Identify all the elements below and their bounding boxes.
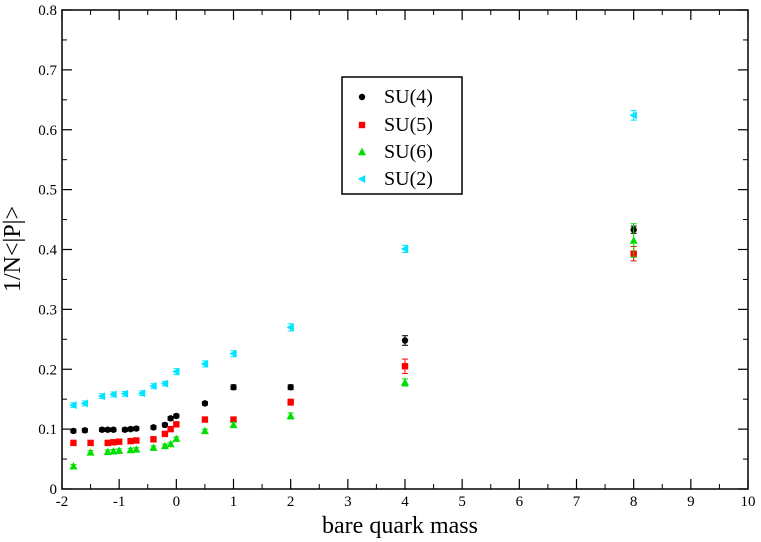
data-point-su2 <box>149 382 157 391</box>
x-axis-title: bare quark mass <box>322 513 478 539</box>
y-axis-title: 1/N<|P|> <box>0 206 26 292</box>
data-point-su5 <box>201 416 209 423</box>
data-point-su4 <box>161 421 169 429</box>
data-point-su6 <box>109 447 118 455</box>
data-point-su5 <box>87 439 94 447</box>
y-tick-label: 0.7 <box>38 63 57 79</box>
y-tick-label: 0.5 <box>38 183 57 199</box>
data-point-su4 <box>133 425 140 432</box>
y-tick-label: 0.6 <box>38 123 57 139</box>
plot-area-frame <box>61 9 749 490</box>
data-point-su4 <box>81 427 89 434</box>
data-point-su4 <box>201 400 209 407</box>
legend-label-su4: SU(4) <box>384 86 433 108</box>
legend-label-su5: SU(5) <box>384 114 433 136</box>
data-point-su2 <box>69 401 77 410</box>
data-point-su4 <box>127 425 134 433</box>
x-tick-label: 7 <box>573 494 581 510</box>
x-tick-label: 4 <box>401 494 409 510</box>
data-point-su5 <box>230 416 237 423</box>
legend-marker-su6 <box>358 147 366 156</box>
data-point-su4 <box>98 426 106 433</box>
data-point-su2 <box>629 111 637 120</box>
data-point-su4 <box>287 384 294 391</box>
data-point-su6 <box>86 448 95 456</box>
data-point-su6 <box>103 447 112 456</box>
legend-label-su6: SU(6) <box>384 141 433 163</box>
data-point-su5 <box>401 363 409 370</box>
legend-label-su2: SU(2) <box>384 168 433 190</box>
data-point-su4 <box>167 415 174 422</box>
data-point-su6 <box>69 462 78 470</box>
legend: SU(4) SU(5) SU(6) SU(2) <box>341 76 463 195</box>
data-point-su5 <box>115 438 123 445</box>
data-point-su5 <box>110 439 117 446</box>
data-point-su2 <box>109 390 117 399</box>
data-point-su6 <box>166 439 175 448</box>
x-tick-label: 10 <box>741 494 756 510</box>
data-point-su6 <box>200 426 209 435</box>
legend-marker-su5 <box>358 121 366 129</box>
data-point-su6 <box>132 445 141 453</box>
data-point-su4 <box>150 424 157 431</box>
y-tick-label: 0 <box>50 482 58 498</box>
data-point-su2 <box>172 367 180 376</box>
data-point-su5 <box>173 421 180 428</box>
data-point-su5 <box>133 437 140 444</box>
data-point-su5 <box>150 436 157 443</box>
data-point-su4 <box>110 426 117 433</box>
x-tick-label: 9 <box>687 494 695 510</box>
data-point-su2 <box>400 244 409 253</box>
x-tick-label: 0 <box>173 494 181 510</box>
x-tick-label: 5 <box>458 494 466 510</box>
data-point-su6 <box>286 411 295 420</box>
y-tick-label: 0.4 <box>38 243 57 259</box>
data-point-su5 <box>70 439 77 447</box>
data-point-su2 <box>97 392 106 401</box>
data-point-su5 <box>167 425 174 433</box>
legend-marker-su4 <box>358 93 366 101</box>
data-points <box>69 110 638 470</box>
data-point-su6 <box>401 378 409 386</box>
data-point-su2 <box>80 399 89 408</box>
data-point-su6 <box>229 420 238 429</box>
tick-labels: -2 -1 0 1 2 3 4 5 6 7 8 9 10 0 0.1 0.2 0.3 0.4 0.5 0.6 0.7 0.… <box>38 3 755 510</box>
y-tick-label: 0.3 <box>38 302 57 318</box>
y-tick-label: 0.2 <box>38 362 57 378</box>
data-point-su5 <box>287 398 294 406</box>
data-point-su6 <box>126 445 135 454</box>
legend-markers <box>357 93 366 183</box>
data-point-su5 <box>161 430 169 438</box>
data-point-su6 <box>149 443 158 451</box>
x-tick-label: -1 <box>113 494 126 510</box>
data-point-su2 <box>229 349 237 358</box>
x-tick-label: 6 <box>516 494 524 510</box>
data-point-su2 <box>137 389 146 398</box>
x-tick-label: 8 <box>630 494 638 510</box>
x-tick-label: 2 <box>287 494 295 510</box>
data-point-su6 <box>115 446 124 454</box>
data-point-su6 <box>172 434 181 442</box>
data-point-su6 <box>629 236 638 244</box>
data-point-su5 <box>127 437 134 445</box>
data-point-su4 <box>104 426 111 433</box>
x-tick-label: -2 <box>56 494 69 510</box>
data-point-su2 <box>286 323 294 332</box>
data-point-su4 <box>121 426 129 433</box>
y-tick-label: 0.8 <box>38 3 57 19</box>
data-point-su4 <box>401 337 409 344</box>
data-point-su4 <box>70 427 77 435</box>
legend-marker-su2 <box>357 175 366 183</box>
data-point-su2 <box>120 389 129 398</box>
x-tick-label: 3 <box>344 494 352 510</box>
x-tick-label: 1 <box>230 494 238 510</box>
data-point-su4 <box>230 384 237 391</box>
data-point-su2 <box>160 379 169 388</box>
data-point-su5 <box>104 439 111 447</box>
data-point-su2 <box>200 359 209 368</box>
y-tick-label: 0.1 <box>38 422 57 438</box>
data-point-su4 <box>173 412 180 420</box>
